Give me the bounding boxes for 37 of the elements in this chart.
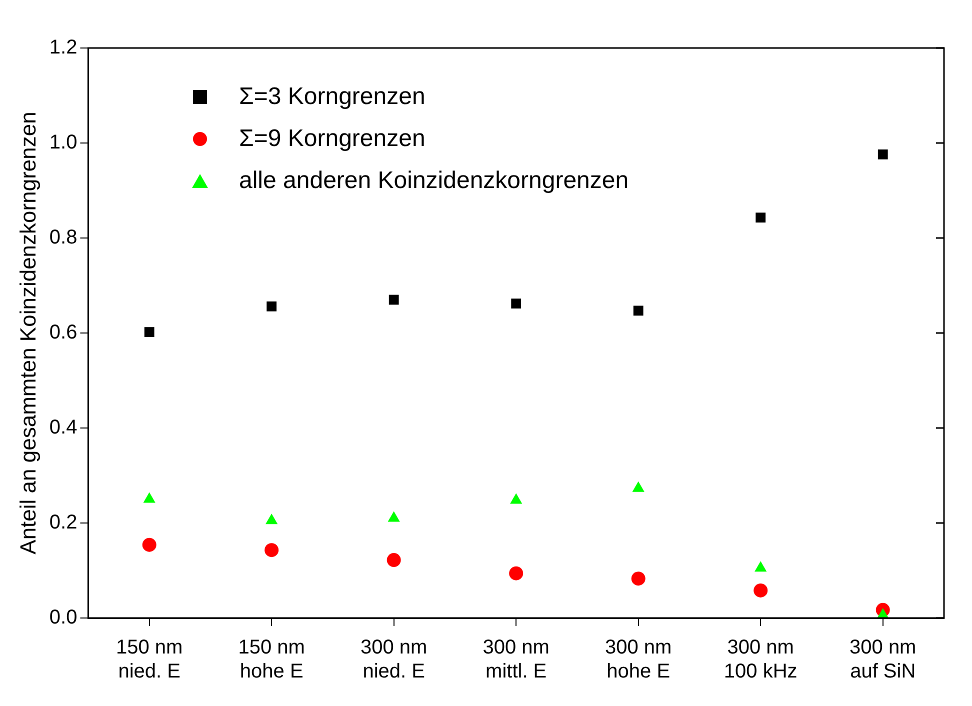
point bbox=[510, 493, 522, 504]
x-tick-label: 150 nm hohe E bbox=[238, 636, 305, 683]
point bbox=[388, 294, 399, 305]
point bbox=[756, 212, 766, 223]
point bbox=[266, 514, 278, 524]
point bbox=[509, 566, 524, 580]
y-tick-label: 0.0 bbox=[49, 606, 78, 629]
point bbox=[143, 492, 156, 503]
point bbox=[144, 327, 154, 337]
legend-label: alle anderen Koinzidenzkorngrenzen bbox=[239, 167, 629, 195]
legend-label: Σ=3 Korngrenzen bbox=[239, 83, 426, 111]
y-tick-label: 0.2 bbox=[49, 512, 78, 534]
point bbox=[633, 306, 644, 316]
point bbox=[386, 553, 401, 568]
y-tick-label: 0.4 bbox=[49, 416, 78, 439]
point bbox=[142, 538, 156, 552]
y-tick-label: 1.2 bbox=[49, 36, 78, 59]
point bbox=[754, 583, 768, 598]
y-tick-label: 0.6 bbox=[49, 322, 78, 344]
x-tick-label: 300 nm 100 kHz bbox=[724, 636, 798, 683]
y-axis-title: Anteil an gesammten Koinzidenzkorngrenzen bbox=[15, 112, 40, 554]
point bbox=[632, 481, 644, 492]
point bbox=[754, 561, 767, 572]
y-tick-label: 1.0 bbox=[49, 132, 78, 154]
point bbox=[388, 511, 400, 522]
point bbox=[264, 543, 279, 558]
point bbox=[878, 149, 888, 160]
legend-label: Σ=9 Korngrenzen bbox=[239, 125, 426, 153]
x-tick-label: 300 nm hohe E bbox=[605, 636, 672, 683]
point bbox=[631, 572, 646, 586]
x-tick-label: 300 nm nied. E bbox=[360, 636, 428, 683]
point bbox=[511, 298, 522, 308]
point bbox=[266, 301, 277, 312]
x-tick-label: 150 nm nied. E bbox=[116, 636, 183, 683]
x-tick-label: 300 nm auf SiN bbox=[850, 636, 916, 683]
y-tick-label: 0.8 bbox=[49, 226, 78, 249]
x-tick-label: 300 nm mittl. E bbox=[482, 636, 550, 683]
